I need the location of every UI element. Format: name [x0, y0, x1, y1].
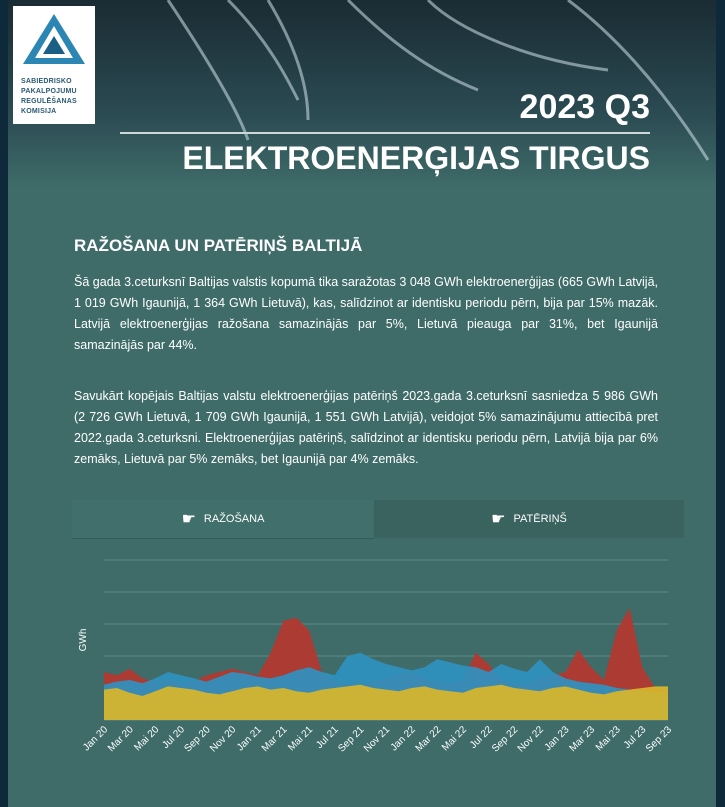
x-tick-label: Sep 20 — [182, 724, 212, 754]
paragraph: Savukārt kopējais Baltijas valstu elektr… — [74, 386, 658, 470]
logo-text: PAKALPOJUMU — [21, 88, 77, 95]
y-axis-label: GWh — [78, 629, 89, 652]
tab-label: RAŽOŠANA — [204, 513, 265, 525]
logo-text: KOMISIJA — [21, 108, 56, 115]
x-tick-label: Mai 23 — [594, 724, 623, 753]
x-tick-label: Jan 23 — [543, 724, 572, 753]
logo-mark — [13, 6, 95, 76]
x-tick-label: Jan 20 — [81, 724, 110, 753]
x-tick-label: Mar 22 — [414, 724, 444, 754]
logo-text: REGULĒŠANAS — [21, 98, 77, 105]
x-tick-label: Mai 22 — [440, 724, 469, 753]
x-tick-label: Nov 21 — [362, 724, 392, 754]
x-tick-label: Mar 20 — [106, 724, 136, 754]
x-tick-label: Mai 21 — [286, 724, 315, 753]
page: {"header":{"logo_lines":["SABIEDRISKO","… — [0, 0, 725, 807]
period: 2023 Q3 — [520, 88, 650, 127]
x-tick-label: Sep 23 — [644, 724, 674, 754]
x-tick-label: Sep 22 — [490, 724, 520, 754]
tab-label: PATĒRIŅŠ — [513, 513, 566, 525]
title: ELEKTROENERĢIJAS TIRGUS — [182, 140, 650, 177]
x-tick-label: Sep 21 — [336, 724, 366, 754]
logo: SABIEDRISKO PAKALPOJUMU REGULĒŠANAS KOMISIJ… — [13, 6, 95, 124]
x-tick-label: Mar 23 — [567, 724, 597, 754]
x-tick-label: Mar 21 — [260, 724, 290, 754]
x-tick-label: Mai 20 — [132, 724, 161, 753]
logo-text: SABIEDRISKO — [21, 78, 72, 85]
x-tick-label: Nov 22 — [516, 724, 546, 754]
x-tick-label: Jan 21 — [235, 724, 264, 753]
paragraph: Šā gada 3.ceturksnī Baltijas valstis kop… — [74, 272, 658, 356]
tab[interactable]: ☛PATĒRIŅŠ — [374, 500, 684, 538]
divider — [120, 132, 650, 134]
tab[interactable]: ☛RAŽOŠANA — [72, 500, 374, 539]
x-tick-label: Jan 22 — [389, 724, 418, 753]
banner: SABIEDRISKO PAKALPOJUMU REGULĒŠANAS KOMISIJ… — [8, 0, 716, 188]
panel: SABIEDRISKO PAKALPOJUMU REGULĒŠANAS KOMISIJ… — [8, 0, 716, 807]
section-title: RAŽOŠANA UN PATĒRIŅŠ BALTIJĀ — [74, 236, 362, 256]
x-tick-label: Nov 20 — [208, 724, 238, 754]
